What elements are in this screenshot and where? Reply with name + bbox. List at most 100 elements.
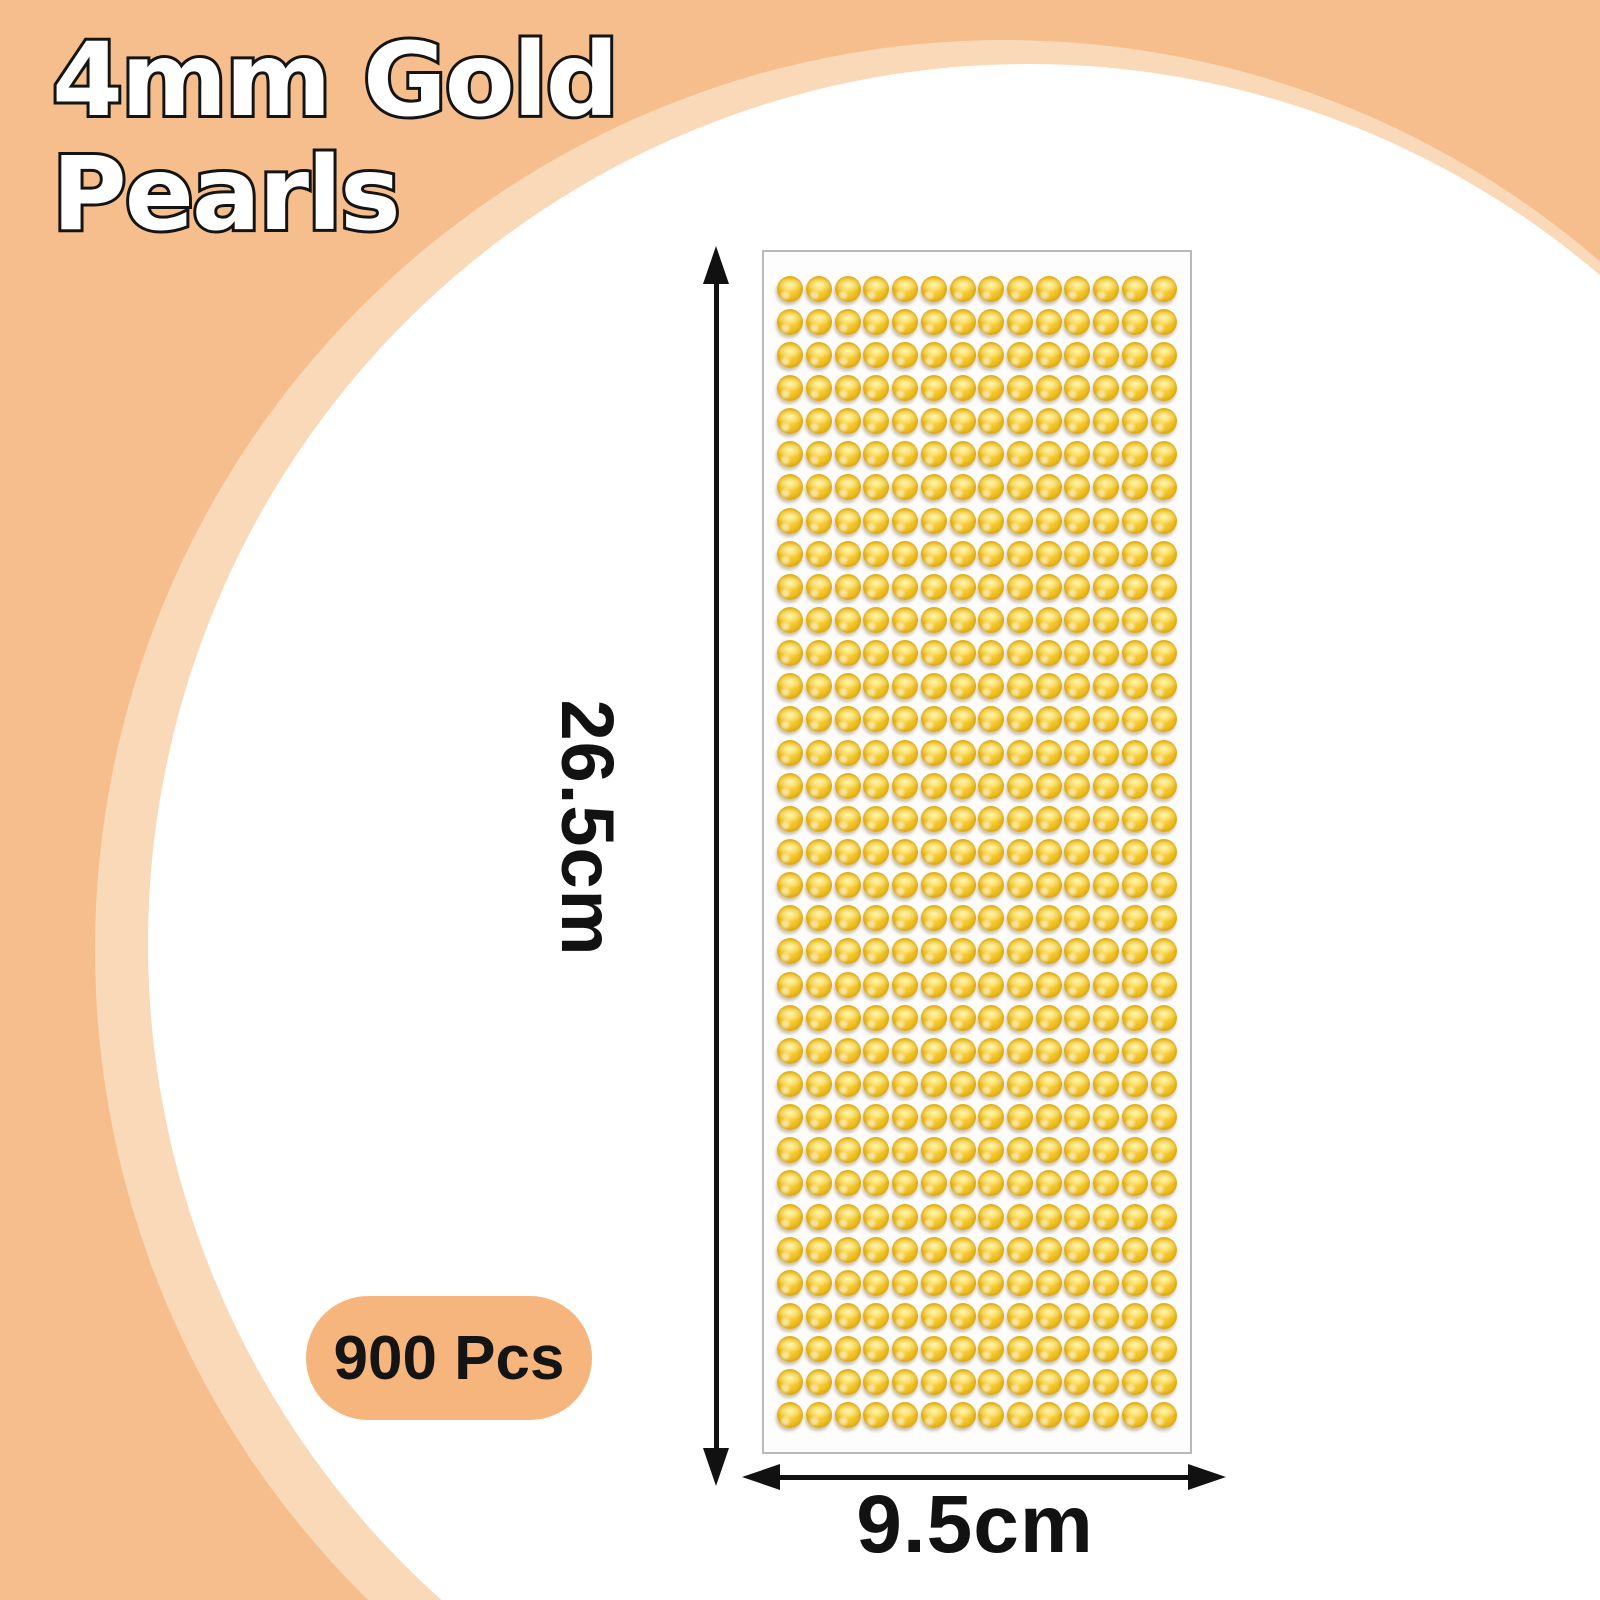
pearl — [1064, 606, 1091, 633]
pearl — [1150, 275, 1177, 302]
pearl — [1150, 706, 1177, 733]
pearl — [777, 938, 804, 965]
pearl — [806, 1402, 833, 1429]
pearl — [806, 1203, 833, 1230]
pearl — [777, 1070, 804, 1097]
pearl — [978, 606, 1005, 633]
pearl — [920, 1402, 947, 1429]
pearl — [1064, 805, 1091, 832]
pearl — [892, 474, 919, 501]
pearl — [1150, 673, 1177, 700]
badge-label: 900 Pcs — [333, 1323, 565, 1393]
pearl — [949, 905, 976, 932]
pearl — [949, 1104, 976, 1131]
pearl — [1150, 938, 1177, 965]
pearl — [777, 872, 804, 899]
pearl — [1035, 706, 1062, 733]
pearl — [777, 1302, 804, 1329]
pearl — [1121, 1137, 1148, 1164]
pearl — [777, 474, 804, 501]
pearl — [863, 275, 890, 302]
pearl — [1150, 1336, 1177, 1363]
pearl — [806, 739, 833, 766]
pearl — [1150, 441, 1177, 468]
pearl — [1121, 772, 1148, 799]
pearl — [1064, 1302, 1091, 1329]
pearl — [1121, 408, 1148, 435]
pearl — [920, 540, 947, 567]
pearl — [863, 1402, 890, 1429]
pearl — [1093, 540, 1120, 567]
pearl — [1093, 1369, 1120, 1396]
pearl — [1093, 772, 1120, 799]
pearl — [978, 1170, 1005, 1197]
pearl — [1007, 474, 1034, 501]
pearl — [920, 1369, 947, 1396]
pearl — [1121, 838, 1148, 865]
pearl — [949, 1203, 976, 1230]
pearl — [806, 1236, 833, 1263]
pearl — [892, 971, 919, 998]
pearl — [834, 772, 861, 799]
pearl — [1121, 308, 1148, 335]
pearl — [978, 1070, 1005, 1097]
pearl — [949, 838, 976, 865]
pearl — [1121, 1336, 1148, 1363]
pearl — [1064, 341, 1091, 368]
pearl — [1007, 1203, 1034, 1230]
pearl — [863, 374, 890, 401]
pearl — [892, 606, 919, 633]
pearl — [777, 1004, 804, 1031]
pearl — [1064, 1269, 1091, 1296]
pearl — [777, 971, 804, 998]
pearl — [949, 441, 976, 468]
pearl — [1150, 507, 1177, 534]
pearl — [949, 772, 976, 799]
pearl — [1007, 1004, 1034, 1031]
pearl — [978, 1369, 1005, 1396]
pearl — [777, 1269, 804, 1296]
pearl — [1150, 640, 1177, 667]
pearl — [863, 1037, 890, 1064]
pearl — [1035, 640, 1062, 667]
pearl — [978, 1104, 1005, 1131]
pearl — [1150, 838, 1177, 865]
pearl — [806, 408, 833, 435]
pearl — [1064, 739, 1091, 766]
pearl — [834, 308, 861, 335]
pearl — [1150, 1302, 1177, 1329]
pearl — [863, 805, 890, 832]
pearl — [1150, 573, 1177, 600]
pearl — [1064, 772, 1091, 799]
pearl — [834, 573, 861, 600]
pearl — [1064, 1203, 1091, 1230]
pearl — [863, 706, 890, 733]
pearl — [949, 1170, 976, 1197]
pearl — [978, 673, 1005, 700]
pearl — [978, 474, 1005, 501]
pearl — [1007, 1137, 1034, 1164]
pearl — [1064, 838, 1091, 865]
pearl — [920, 341, 947, 368]
pearl — [1093, 938, 1120, 965]
pearl — [834, 474, 861, 501]
pearl — [1150, 971, 1177, 998]
pearl — [892, 872, 919, 899]
pearl — [949, 275, 976, 302]
pearl — [892, 640, 919, 667]
width-dimension-arrow — [742, 1462, 1226, 1492]
pearl — [863, 540, 890, 567]
pearl — [863, 1104, 890, 1131]
pearl-grid — [776, 272, 1178, 1432]
pearl — [1121, 971, 1148, 998]
pearl — [806, 706, 833, 733]
pearl — [1007, 408, 1034, 435]
pearl — [1121, 474, 1148, 501]
pearl — [892, 275, 919, 302]
pearl — [806, 971, 833, 998]
pearl — [978, 275, 1005, 302]
arrow-right-icon — [1188, 1464, 1226, 1490]
pearl — [1121, 1170, 1148, 1197]
pearl — [806, 1336, 833, 1363]
pearl — [920, 1269, 947, 1296]
